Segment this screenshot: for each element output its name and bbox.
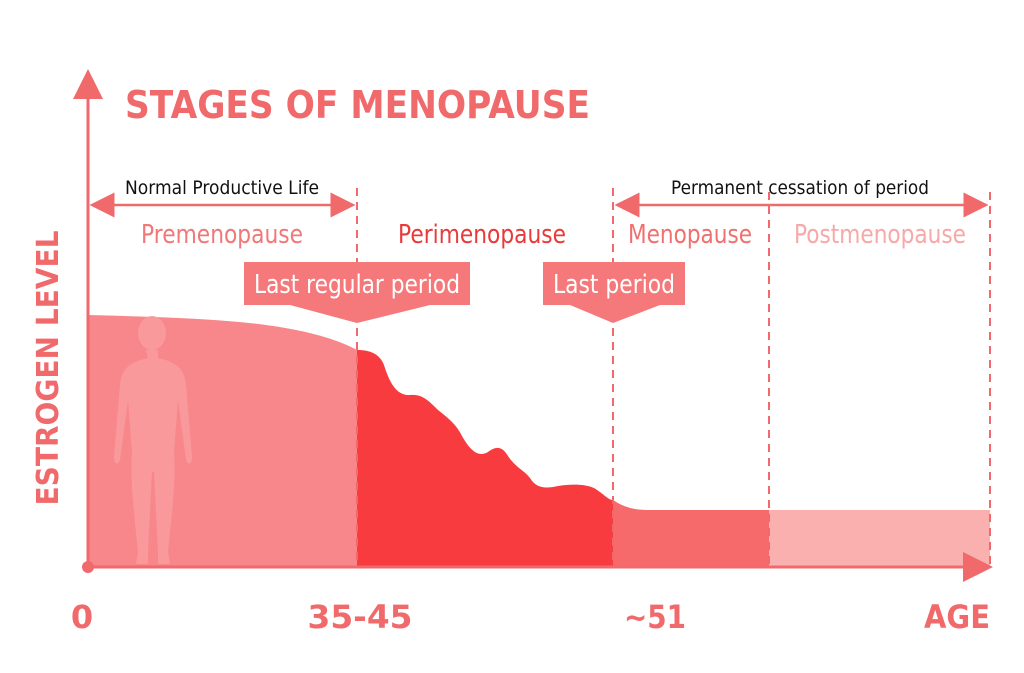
- stage-label: Menopause: [628, 220, 752, 250]
- human-silhouette: [113, 316, 193, 564]
- stage-label: Perimenopause: [398, 220, 566, 250]
- x-label: 0: [71, 598, 93, 636]
- range-label: Permanent cessation of period: [671, 177, 929, 199]
- premenopause-area: [88, 315, 357, 567]
- x-axis-title: AGE: [924, 598, 990, 636]
- callout-box: [244, 262, 470, 323]
- callout-label: Last period: [553, 270, 675, 300]
- perimenopause-area: [357, 350, 613, 567]
- y-axis-label: ESTROGEN LEVEL: [31, 231, 66, 506]
- range-label: Normal Productive Life: [125, 177, 319, 199]
- postmenopause-area: [769, 510, 990, 567]
- x-label: ~51: [624, 598, 686, 636]
- callout-box: [543, 262, 685, 323]
- callout-label: Last regular period: [254, 270, 460, 300]
- x-label: 35-45: [308, 598, 413, 636]
- stage-label: Postmenopause: [794, 220, 966, 250]
- dividers: [356, 188, 991, 567]
- stage-label: Premenopause: [141, 220, 303, 250]
- title: STAGES OF MENOPAUSE: [125, 83, 590, 127]
- origin-dot: [82, 561, 94, 573]
- menopause-area: [613, 500, 769, 567]
